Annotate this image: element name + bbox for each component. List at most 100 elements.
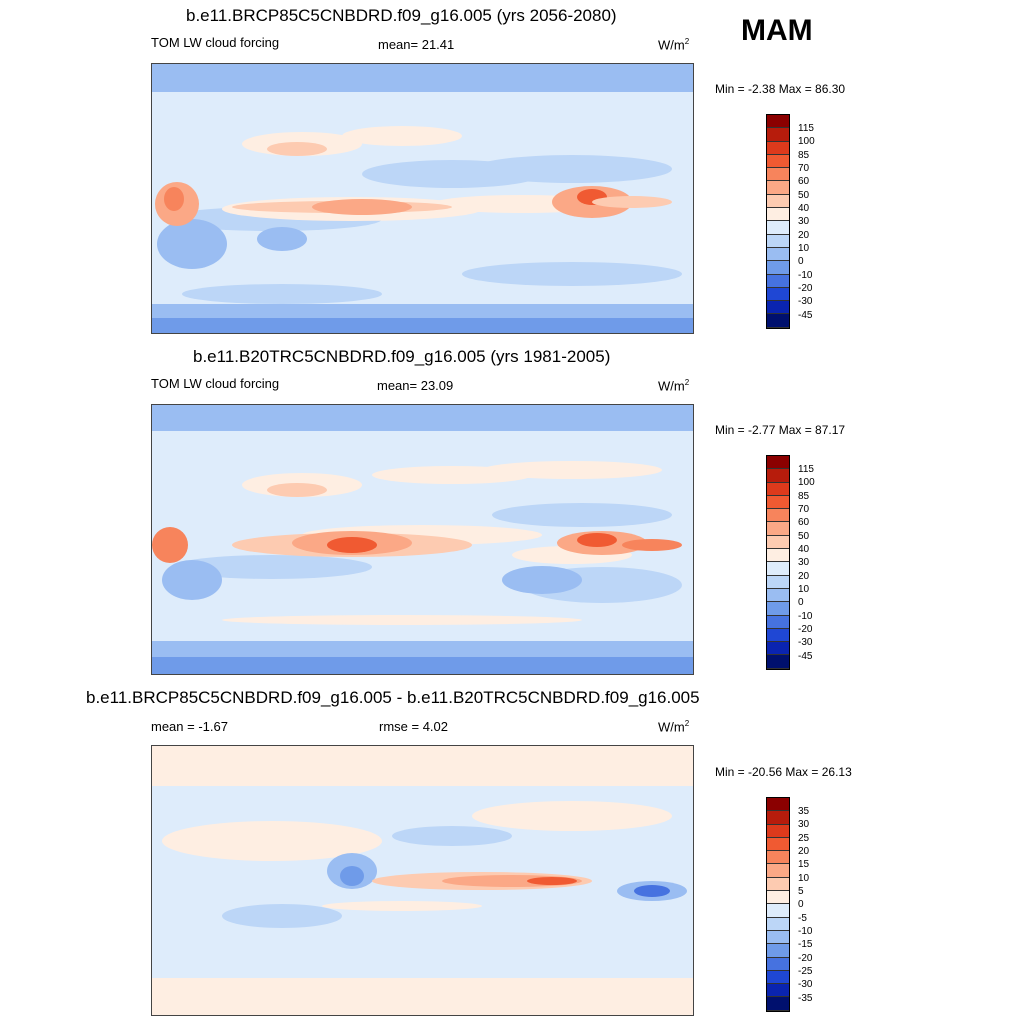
colorbar-swatch (767, 877, 789, 892)
colorbar-swatch (767, 128, 789, 142)
colorbar-label: 15 (798, 859, 810, 870)
colorbar-label: 0 (798, 597, 804, 608)
colorbar-label: 20 (798, 846, 810, 857)
colorbar-label: 100 (798, 136, 815, 147)
colorbar-label: -15 (798, 939, 813, 950)
colorbar-swatch (767, 208, 789, 222)
colorbar-label: 85 (798, 491, 810, 502)
colorbar-swatch (767, 891, 789, 905)
colorbar-label: 0 (798, 256, 804, 267)
colorbar-label: -30 (798, 637, 813, 648)
colorbar-swatch (767, 824, 789, 838)
colorbar-swatch (767, 522, 789, 536)
variable-label: TOM LW cloud forcing (151, 376, 280, 391)
colorbar-swatch (767, 864, 789, 878)
min-max-label: Min = -20.56 Max = 26.13 (715, 765, 852, 779)
colorbar-label: 50 (798, 190, 810, 201)
colorbar-swatch (767, 469, 789, 483)
colorbar-label: 0 (798, 899, 804, 910)
colorbar-swatch (767, 168, 789, 182)
colorbar-label: 60 (798, 517, 810, 528)
colorbar-label: 115 (798, 464, 814, 475)
colorbar-swatch (767, 549, 789, 563)
colorbar-swatch (767, 509, 789, 523)
colorbar-label: 50 (798, 531, 810, 542)
contour-map (151, 63, 694, 334)
units-label: W/m2 (658, 378, 690, 394)
colorbar-swatch (767, 642, 789, 656)
panel-title: b.e11.BRCP85C5CNBDRD.f09_g16.005 (yrs 20… (186, 6, 617, 25)
colorbar-swatch (767, 930, 789, 945)
colorbar-label: -20 (798, 624, 813, 635)
colorbar-swatch (767, 602, 789, 616)
colorbar-swatch (767, 287, 789, 302)
colorbar-label: -5 (798, 913, 807, 924)
colorbar-swatch (767, 562, 789, 576)
colorbar-swatch (767, 917, 789, 931)
colorbar-swatch (767, 115, 789, 129)
colorbar-swatch (767, 588, 789, 603)
colorbar-label: -25 (798, 966, 813, 977)
colorbar-label: 10 (798, 873, 810, 884)
colorbar-swatch (767, 984, 789, 998)
colorbar-swatch (767, 811, 789, 825)
colorbar-label: 100 (798, 477, 815, 488)
colorbar-swatch (767, 495, 789, 510)
colorbar-swatch (767, 482, 789, 496)
units-label: W/m2 (658, 719, 690, 735)
colorbar-swatch (767, 904, 789, 918)
colorbar-swatch (767, 314, 789, 328)
colorbar-label: -20 (798, 953, 813, 964)
colorbar-swatch (767, 851, 789, 865)
colorbar-swatch (767, 628, 789, 643)
colorbar-label: 30 (798, 819, 810, 830)
colorbar-label: -20 (798, 283, 813, 294)
colorbar-label: 70 (798, 163, 810, 174)
colorbar-swatch (767, 194, 789, 209)
colorbar-swatch (767, 181, 789, 195)
colorbar: 115 100 85 70 60 50 40 30 20 10 0 -10 -2… (766, 455, 815, 670)
colorbar-label: 20 (798, 571, 810, 582)
colorbar-label: -30 (798, 296, 813, 307)
colorbar-label: 10 (798, 243, 810, 254)
colorbar-label: 85 (798, 150, 810, 161)
mean-label: mean = -1.67 (151, 719, 228, 734)
colorbar-label: -45 (798, 310, 813, 321)
units-label: W/m2 (658, 37, 690, 53)
colorbar-swatch (767, 261, 789, 275)
colorbar-label: 60 (798, 176, 810, 187)
colorbar-swatch (767, 535, 789, 550)
variable-label: TOM LW cloud forcing (151, 35, 280, 50)
rmse-label: rmse = 4.02 (379, 719, 449, 734)
colorbar-label: 40 (798, 544, 810, 555)
colorbar-label: -30 (798, 979, 813, 990)
mean-label: mean= 23.09 (377, 378, 454, 393)
colorbar-label: -45 (798, 651, 813, 662)
colorbar-label: -35 (798, 993, 813, 1004)
colorbar-label: -10 (798, 926, 813, 937)
colorbar-swatch (767, 944, 789, 958)
season-label: MAM (741, 14, 813, 47)
mean-label: mean= 21.41 (378, 37, 455, 52)
colorbar-swatch (767, 301, 789, 315)
colorbar-swatch (767, 456, 789, 470)
colorbar-label: 35 (798, 806, 810, 817)
colorbar-label: 30 (798, 557, 810, 568)
colorbar-swatch (767, 154, 789, 169)
colorbar-swatch (767, 837, 789, 852)
colorbar-swatch (767, 247, 789, 262)
panel-title: b.e11.B20TRC5CNBDRD.f09_g16.005 (yrs 198… (193, 347, 611, 366)
min-max-label: Min = -2.77 Max = 87.17 (715, 423, 846, 437)
contour-map (151, 404, 694, 675)
colorbar: 35 30 25 20 15 10 5 0 -5 -10 -15 -20 -25… (766, 797, 812, 1012)
contour-map (151, 745, 694, 1016)
colorbar-label: 70 (798, 504, 810, 515)
colorbar-label: 5 (798, 886, 804, 897)
colorbar-label: -10 (798, 611, 813, 622)
colorbar-swatch (767, 141, 789, 155)
colorbar-label: 40 (798, 203, 810, 214)
colorbar-label: 25 (798, 833, 810, 844)
colorbar-swatch (767, 997, 789, 1011)
colorbar-swatch (767, 615, 789, 629)
colorbar-segments (766, 455, 790, 670)
